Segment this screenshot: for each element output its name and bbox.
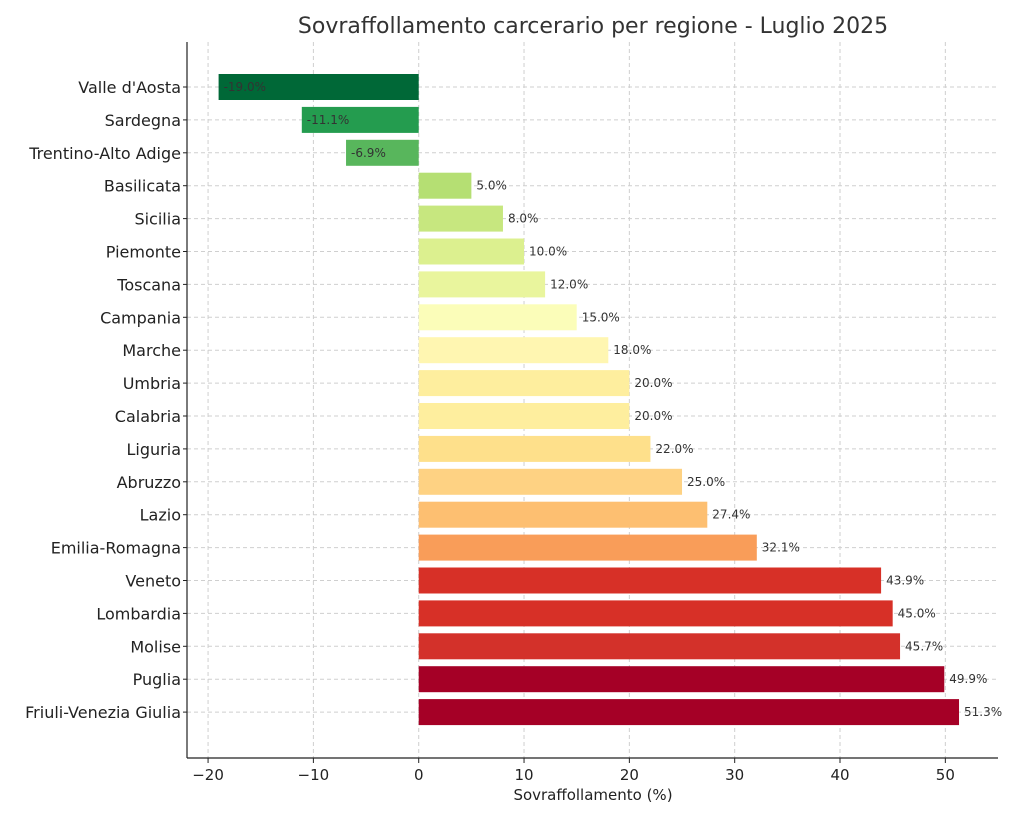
bar xyxy=(418,600,893,627)
bar-value-label: -6.9% xyxy=(351,146,386,160)
bar xyxy=(218,74,419,100)
bars xyxy=(218,74,960,726)
x-tick-label: −10 xyxy=(298,766,330,784)
bar xyxy=(418,304,577,331)
bar-value-label: 10.0% xyxy=(529,245,567,259)
y-category-label: Piemonte xyxy=(106,243,181,262)
bar-value-label: 49.9% xyxy=(949,672,987,686)
bar xyxy=(418,501,708,528)
bar-value-label: 18.0% xyxy=(613,343,651,357)
y-category-label: Lazio xyxy=(140,506,181,525)
bar-value-label: -19.0% xyxy=(224,80,266,94)
bar xyxy=(418,403,630,429)
bar-value-label: 27.4% xyxy=(712,508,750,522)
y-category-label: Trentino-Alto Adige xyxy=(28,144,181,163)
bar-value-label: 43.9% xyxy=(886,574,924,588)
x-tick-label: 0 xyxy=(414,766,424,784)
bar xyxy=(418,567,882,594)
y-category-label: Abruzzo xyxy=(117,473,181,492)
bar-value-label: 5.0% xyxy=(476,179,507,193)
bar-value-label: -11.1% xyxy=(307,113,349,127)
axes xyxy=(186,42,998,759)
x-tick-label: 40 xyxy=(830,766,849,784)
x-tick-label: −20 xyxy=(192,766,224,784)
bar xyxy=(418,172,472,199)
y-category-label: Lombardia xyxy=(96,604,181,623)
bar-value-label: 25.0% xyxy=(687,475,725,489)
x-axis-label: Sovraffollamento (%) xyxy=(513,786,672,804)
y-category-label: Molise xyxy=(130,637,181,656)
bar xyxy=(418,271,546,298)
x-axis-ticks: −20 −10 0 10 20 30 40 50 xyxy=(192,758,955,784)
bar-value-label: 32.1% xyxy=(762,541,800,555)
y-category-label: Sicilia xyxy=(134,210,181,229)
y-category-label: Sardegna xyxy=(105,111,181,130)
y-category-label: Campania xyxy=(100,308,181,327)
bar xyxy=(418,699,960,726)
y-category-label: Umbria xyxy=(123,374,181,393)
chart-title: Sovraffollamento carcerario per regione … xyxy=(298,14,888,39)
bar-value-label: 15.0% xyxy=(582,310,620,324)
bar xyxy=(346,139,419,166)
bar xyxy=(418,633,901,660)
x-tick-label: 10 xyxy=(514,766,533,784)
x-tick-label: 30 xyxy=(725,766,744,784)
bar xyxy=(418,238,525,265)
bar-value-label: 20.0% xyxy=(634,409,672,423)
y-category-label: Veneto xyxy=(125,572,181,591)
bar-value-label: 22.0% xyxy=(655,442,693,456)
x-tick-label: 50 xyxy=(936,766,955,784)
y-category-label: Marche xyxy=(122,341,181,360)
bar xyxy=(418,468,683,495)
y-category-label: Emilia-Romagna xyxy=(51,539,181,558)
bar-value-label: 51.3% xyxy=(964,705,1002,719)
bar-value-label: 45.7% xyxy=(905,639,943,653)
y-category-label: Basilicata xyxy=(104,177,181,196)
bar xyxy=(418,337,609,364)
bar xyxy=(418,666,945,693)
y-category-label: Liguria xyxy=(127,440,181,459)
bar-value-label: 45.0% xyxy=(898,606,936,620)
bar-value-label: 8.0% xyxy=(508,212,538,226)
data-labels: -19.0% -11.1% -6.9% 5.0% 8.0% 10.0% 12.0% 15.0%… xyxy=(224,80,1003,719)
y-category-label: Friuli-Venezia Giulia xyxy=(25,703,181,722)
bar xyxy=(418,534,757,561)
x-tick-label: 20 xyxy=(620,766,639,784)
y-category-label: Calabria xyxy=(115,407,181,426)
bar-value-label: 12.0% xyxy=(550,277,588,291)
y-category-label: Toscana xyxy=(116,275,181,294)
bar-value-label: 20.0% xyxy=(634,376,672,390)
bar xyxy=(418,370,630,397)
y-axis-categories: Valle d'Aosta Sardegna Trentino-Alto Adige… xyxy=(25,78,187,722)
bar xyxy=(301,106,419,133)
grid-lines xyxy=(187,42,998,758)
bar xyxy=(418,205,503,232)
y-category-label: Puglia xyxy=(133,670,181,689)
bar xyxy=(418,435,651,462)
y-category-label: Valle d'Aosta xyxy=(78,78,181,97)
